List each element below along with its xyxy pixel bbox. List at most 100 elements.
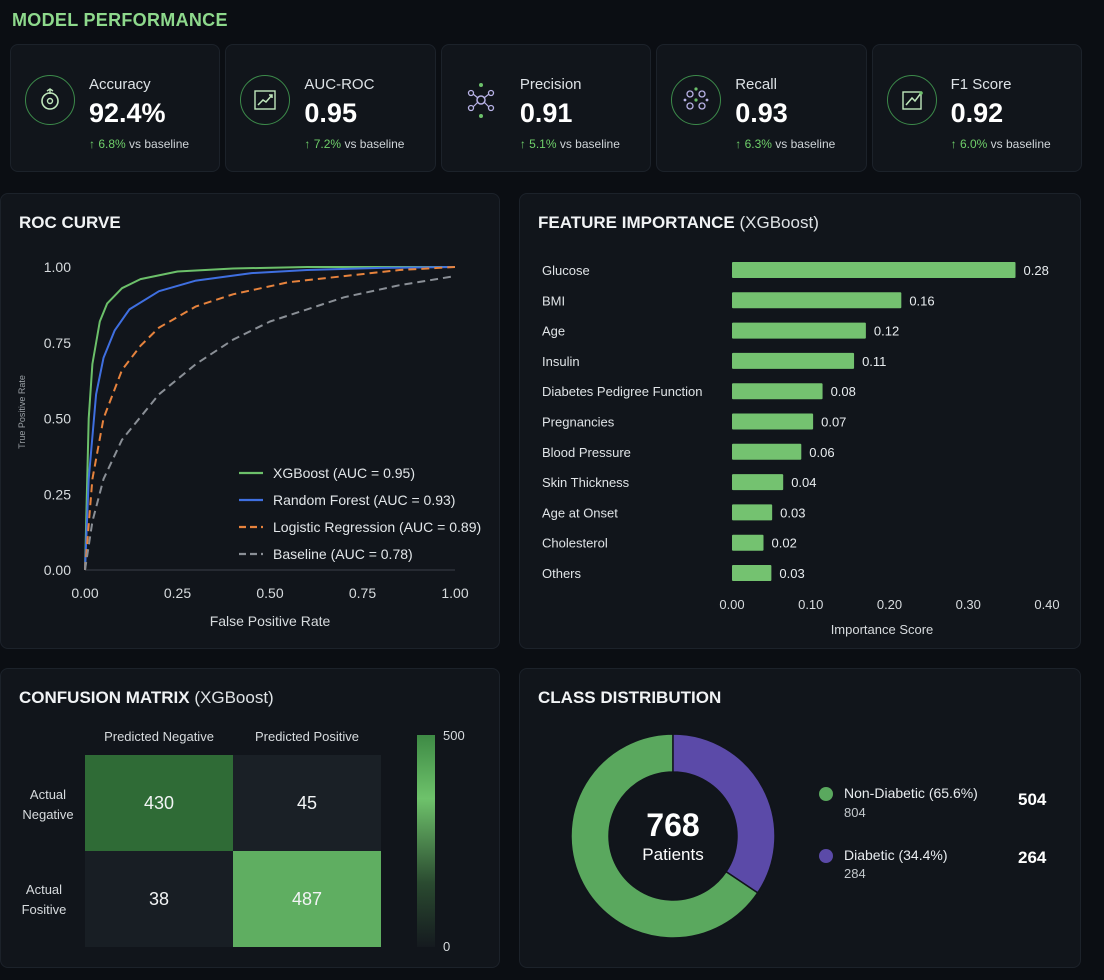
bar-value-label: 0.11	[862, 354, 886, 369]
x-tick-label: 0.20	[877, 597, 902, 612]
kpi-value: 0.92	[950, 98, 1004, 128]
bar-value-label: 0.07	[821, 415, 846, 430]
cm-cell-false-negative: 38	[85, 851, 233, 947]
roc-chart: 0.000.00 0.25 0.25 0.50 0.50 0.75 0.75 1.00 1.00…	[17, 259, 481, 629]
panel-title: ROC CURVE	[19, 213, 121, 232]
x-tick-label: 0.40	[1034, 597, 1059, 612]
cm-cell-false-positive: 45	[233, 755, 381, 851]
cm-cell-true-negative: 430	[85, 755, 233, 851]
kpi-row: Accuracy 92.4% ↑ 6.8% vs baseline AUC-RO…	[10, 44, 1083, 172]
kpi-card-precision[interactable]: Precision 0.91 ↑ 5.1% vs baseline	[440, 44, 652, 172]
color-scale-bar	[417, 735, 435, 947]
feature-importance-panel: FEATURE IMPORTANCE (XGBoost) Glucose 0.28…	[519, 193, 1081, 649]
roc-curve-panel: ROC CURVE 0.00 0.00 0.25 0.25 0.50 0.50 0.75 0.…	[0, 193, 500, 649]
feature-label: Age at Onset	[542, 505, 618, 520]
kpi-value: 0.91	[519, 98, 573, 128]
f1-chart-icon	[886, 75, 937, 125]
kpi-delta: ↑ 6.8% vs baseline	[89, 137, 190, 151]
bar-value-label: 0.28	[1024, 263, 1049, 278]
feature-label: BMI	[542, 293, 565, 308]
x-tick-label: 0.00	[719, 597, 744, 612]
feature-importance-chart: Glucose 0.28 BMI 0.16 Age 0.12 Insulin 0.11 Diab…	[542, 262, 1060, 637]
feature-bar	[732, 413, 814, 430]
bar-value-label: 0.08	[831, 384, 856, 399]
kpi-value: 92.4%	[89, 98, 166, 128]
row-header-actual-negative: Actual Negative	[22, 787, 74, 822]
roc-series-line	[84, 266, 456, 571]
donut-slice	[570, 733, 759, 939]
kpi-card-f1-score[interactable]: F1 Score 0.92 ↑ 6.0% vs baseline	[871, 44, 1083, 172]
kpi-delta: ↑ 6.3% vs baseline	[735, 137, 836, 151]
feature-bar	[732, 383, 823, 400]
roc-series-line	[84, 266, 455, 571]
kpi-delta: ↑ 5.1% vs baseline	[519, 137, 620, 151]
x-tick-label: 1.00	[441, 585, 468, 601]
cm-cell-true-positive: 487	[233, 851, 381, 947]
bar-value-label: 0.16	[909, 293, 934, 308]
feature-label: Insulin	[542, 354, 580, 369]
kpi-card-auc-roc[interactable]: AUC-ROC 0.95 ↑ 7.2% vs baseline	[225, 44, 436, 172]
row-header-actual-positive: Actual Fositive	[21, 882, 67, 917]
donut-chart	[570, 733, 776, 939]
class-distribution-panel: CLASS DISTRIBUTION 768 Patients Non-Diab…	[519, 668, 1081, 968]
x-tick-label: 0.25	[164, 585, 191, 601]
panel-title: CLASS DISTRIBUTION	[538, 688, 722, 707]
kpi-label: Precision	[519, 76, 582, 93]
x-axis-label: Importance Score	[831, 622, 934, 637]
recall-dots-icon	[671, 75, 722, 125]
legend-sub-non-diabetic: 804	[844, 805, 866, 820]
target-icon	[25, 75, 75, 125]
legend-count-diabetic: 264	[1018, 848, 1047, 867]
kpi-delta: ↑ 7.2% vs baseline	[304, 137, 405, 151]
bar-value-label: 0.03	[779, 566, 804, 581]
donut-center-label: Patients	[642, 845, 704, 864]
page-title: MODEL PERFORMANCE	[12, 10, 228, 30]
feature-label: Blood Pressure	[542, 445, 631, 460]
legend-count-non-diabetic: 504	[1018, 790, 1047, 809]
y-tick-label: 0.50	[44, 411, 71, 427]
feature-label: Cholesterol	[542, 536, 608, 551]
feature-label: Pregnancies	[542, 415, 615, 430]
legend-dot-diabetic	[819, 849, 833, 863]
feature-bar	[732, 322, 866, 339]
trend-chart-icon	[240, 75, 291, 125]
scale-max-label: 500	[443, 728, 465, 743]
legend-sub-diabetic: 284	[844, 866, 866, 881]
x-tick-label: 0.50	[256, 585, 283, 601]
legend-dot-non-diabetic	[819, 787, 833, 801]
roc-series-line	[84, 275, 456, 571]
kpi-card-recall[interactable]: Recall 0.93 ↑ 6.3% vs baseline	[656, 44, 867, 172]
network-icon	[456, 75, 506, 125]
feature-bar	[732, 534, 764, 551]
feature-label: Age	[542, 324, 565, 339]
kpi-label: F1 Score	[950, 76, 1012, 93]
feature-bar	[732, 443, 802, 460]
y-axis-label: True Positive Rate	[17, 375, 27, 449]
bar-value-label: 0.12	[874, 324, 899, 339]
kpi-label: Accuracy	[89, 76, 151, 93]
legend-label: Baseline (AUC = 0.78)	[273, 546, 413, 562]
legend-name-non-diabetic: Non-Diabetic (65.6%)	[844, 785, 978, 801]
bar-value-label: 0.03	[780, 505, 805, 520]
confusion-matrix-panel: CONFUSION MATRIX (XGBoost) Predicted Neg…	[0, 668, 500, 968]
kpi-label: AUC-ROC	[304, 76, 375, 93]
bar-value-label: 0.04	[791, 475, 816, 490]
feature-bar	[732, 262, 1016, 278]
kpi-card-accuracy[interactable]: Accuracy 92.4% ↑ 6.8% vs baseline	[10, 44, 221, 172]
donut-center-value: 768	[646, 807, 700, 843]
feature-bar	[732, 292, 902, 309]
legend-name-diabetic: Diabetic (34.4%)	[844, 847, 948, 863]
scale-min-label: 0	[443, 939, 451, 954]
x-axis-label: False Positive Rate	[210, 613, 331, 629]
y-tick-label: 0.00	[44, 562, 71, 578]
kpi-delta: ↑ 6.0% vs baseline	[950, 137, 1051, 151]
col-header-predicted-positive: Predicted Positive	[254, 729, 360, 744]
feature-bar	[732, 565, 772, 581]
feature-label: Diabetes Pedigree Function	[542, 384, 702, 399]
feature-label: Glucose	[542, 263, 590, 278]
legend-label: Random Forest (AUC = 0.93)	[273, 492, 455, 508]
legend-label: Logistic Regression (AUC = 0.89)	[273, 519, 481, 535]
y-tick-label: 0.25	[44, 486, 71, 502]
feature-bar	[732, 352, 855, 369]
panel-title: CONFUSION MATRIX (XGBoost)	[19, 688, 274, 707]
